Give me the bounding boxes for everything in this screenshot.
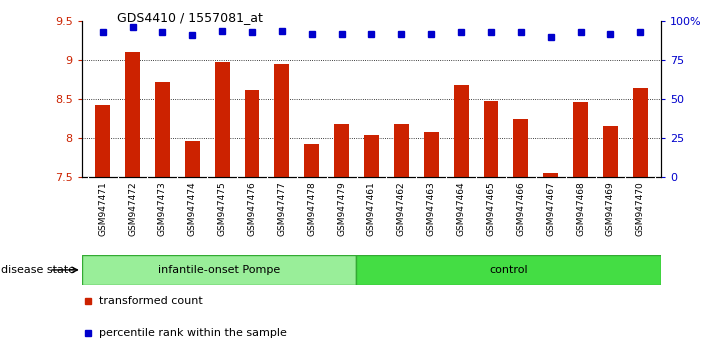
Bar [483,102,498,177]
Text: GSM947478: GSM947478 [307,181,316,236]
Text: disease state: disease state [1,265,75,275]
Text: transformed count: transformed count [99,296,203,306]
Bar [454,85,469,177]
Bar [513,119,528,177]
Bar [356,255,661,285]
Text: GSM947461: GSM947461 [367,181,376,236]
Text: GSM947465: GSM947465 [486,181,496,236]
Text: GSM947463: GSM947463 [427,181,436,236]
Text: percentile rank within the sample: percentile rank within the sample [99,328,287,338]
Bar [424,132,439,177]
Text: GSM947476: GSM947476 [247,181,257,236]
Text: GSM947469: GSM947469 [606,181,615,236]
Bar [95,105,110,177]
Bar [185,141,200,177]
Text: GSM947472: GSM947472 [128,181,137,235]
Bar [364,135,379,177]
Bar [334,124,349,177]
Text: GSM947467: GSM947467 [546,181,555,236]
Bar [155,82,170,177]
Text: GSM947475: GSM947475 [218,181,227,236]
Bar [125,52,140,177]
Text: GSM947474: GSM947474 [188,181,197,235]
Text: infantile-onset Pompe: infantile-onset Pompe [158,265,280,275]
Bar [603,126,618,177]
Text: GDS4410 / 1557081_at: GDS4410 / 1557081_at [117,11,263,24]
Bar [543,173,558,177]
Text: GSM947466: GSM947466 [516,181,525,236]
Text: GSM947479: GSM947479 [337,181,346,236]
Text: GSM947464: GSM947464 [456,181,466,235]
Bar [82,255,356,285]
Bar [394,124,409,177]
Text: GSM947470: GSM947470 [636,181,645,236]
Bar [573,102,588,177]
Bar [215,62,230,177]
Text: GSM947473: GSM947473 [158,181,167,236]
Bar [304,144,319,177]
Bar [274,64,289,177]
Text: GSM947468: GSM947468 [576,181,585,236]
Bar [633,88,648,177]
Bar [245,90,260,177]
Text: control: control [489,265,528,275]
Text: GSM947471: GSM947471 [98,181,107,236]
Text: GSM947477: GSM947477 [277,181,287,236]
Text: GSM947462: GSM947462 [397,181,406,235]
